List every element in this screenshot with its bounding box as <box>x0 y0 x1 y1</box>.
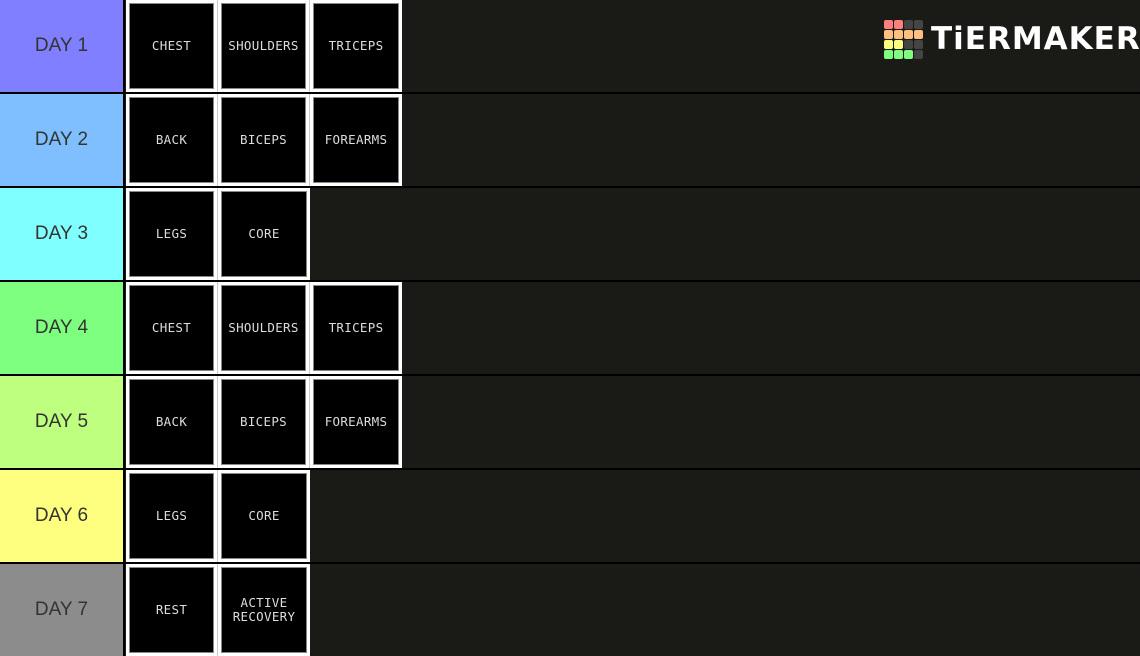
tier-item[interactable]: BICEPS <box>218 376 310 468</box>
tier-items: CHEST SHOULDERS TRICEPS <box>125 282 402 374</box>
logo-grid-cell <box>904 20 913 29</box>
tier-item-label: CORE <box>221 473 307 559</box>
tier-item[interactable]: CORE <box>218 188 310 280</box>
tier-item[interactable]: FOREARMS <box>310 376 402 468</box>
tier-item[interactable]: BICEPS <box>218 94 310 186</box>
tier-item[interactable]: REST <box>126 564 218 656</box>
tier-row: DAY 2 BACK BICEPS FOREARMS <box>0 94 1140 188</box>
tiermaker-grid-icon <box>884 20 923 59</box>
tier-item-label: REST <box>129 567 214 653</box>
logo-text: TiERMAKER <box>931 21 1140 57</box>
tier-item-label: BICEPS <box>221 379 306 465</box>
tier-item[interactable]: SHOULDERS <box>218 282 310 374</box>
tier-row: DAY 6 LEGS CORE <box>0 470 1140 564</box>
tier-item-label: CHEST <box>129 3 214 89</box>
tier-item[interactable]: LEGS <box>126 188 218 280</box>
logo-grid-cell <box>914 30 923 39</box>
tier-items: REST ACTIVE RECOVERY <box>125 564 310 656</box>
tier-item-label: BACK <box>129 379 214 465</box>
tier-item[interactable]: CHEST <box>126 282 218 374</box>
tier-item[interactable]: CORE <box>218 470 310 562</box>
tier-items: LEGS CORE <box>125 188 310 280</box>
tier-row: DAY 7 REST ACTIVE RECOVERY <box>0 564 1140 656</box>
tier-label[interactable]: DAY 4 <box>0 282 125 374</box>
tier-label[interactable]: DAY 6 <box>0 470 125 562</box>
tier-label[interactable]: DAY 1 <box>0 0 125 92</box>
tier-item[interactable]: TRICEPS <box>310 282 402 374</box>
tier-label[interactable]: DAY 2 <box>0 94 125 186</box>
tier-label[interactable]: DAY 5 <box>0 376 125 468</box>
tier-item-label: FOREARMS <box>313 97 399 183</box>
tier-item-label: TRICEPS <box>313 3 399 89</box>
tier-row: DAY 5 BACK BICEPS FOREARMS <box>0 376 1140 470</box>
tier-items: CHEST SHOULDERS TRICEPS <box>125 0 402 92</box>
tier-item-label: CHEST <box>129 285 214 371</box>
tier-item-label: BACK <box>129 97 214 183</box>
logo-grid-cell <box>884 20 893 29</box>
tier-item-label: LEGS <box>129 473 214 559</box>
logo-grid-cell <box>894 20 903 29</box>
logo-grid-cell <box>904 30 913 39</box>
tier-item-label: CORE <box>221 191 307 277</box>
logo-grid-cell <box>894 50 903 59</box>
logo-grid-cell <box>884 40 893 49</box>
tier-item[interactable]: FOREARMS <box>310 94 402 186</box>
tier-label[interactable]: DAY 3 <box>0 188 125 280</box>
logo-grid-cell <box>904 50 913 59</box>
tier-item-label: BICEPS <box>221 97 306 183</box>
tier-item-label: TRICEPS <box>313 285 399 371</box>
tier-items: BACK BICEPS FOREARMS <box>125 94 402 186</box>
tier-item[interactable]: BACK <box>126 376 218 468</box>
tier-item[interactable]: TRICEPS <box>310 0 402 92</box>
logo-grid-cell <box>914 40 923 49</box>
tiermaker-logo: TiERMAKER <box>884 20 1140 59</box>
tier-item[interactable]: SHOULDERS <box>218 0 310 92</box>
logo-grid-cell <box>894 40 903 49</box>
tier-items: LEGS CORE <box>125 470 310 562</box>
tier-item[interactable]: BACK <box>126 94 218 186</box>
tier-item[interactable]: CHEST <box>126 0 218 92</box>
tier-item-label: ACTIVE RECOVERY <box>221 567 307 653</box>
logo-grid-cell <box>884 50 893 59</box>
logo-grid-cell <box>894 30 903 39</box>
logo-grid-cell <box>914 50 923 59</box>
tier-row: DAY 1 CHEST SHOULDERS TRICEPS <box>0 0 1140 94</box>
logo-grid-cell <box>914 20 923 29</box>
tier-item[interactable]: ACTIVE RECOVERY <box>218 564 310 656</box>
logo-grid-cell <box>884 30 893 39</box>
tier-item-label: SHOULDERS <box>221 285 306 371</box>
logo-grid-cell <box>904 40 913 49</box>
tier-item[interactable]: LEGS <box>126 470 218 562</box>
tier-item-label: SHOULDERS <box>221 3 306 89</box>
tier-items: BACK BICEPS FOREARMS <box>125 376 402 468</box>
tier-item-label: LEGS <box>129 191 214 277</box>
tier-item-label: FOREARMS <box>313 379 399 465</box>
tier-label[interactable]: DAY 7 <box>0 564 125 656</box>
tier-row: DAY 3 LEGS CORE <box>0 188 1140 282</box>
tier-row: DAY 4 CHEST SHOULDERS TRICEPS <box>0 282 1140 376</box>
